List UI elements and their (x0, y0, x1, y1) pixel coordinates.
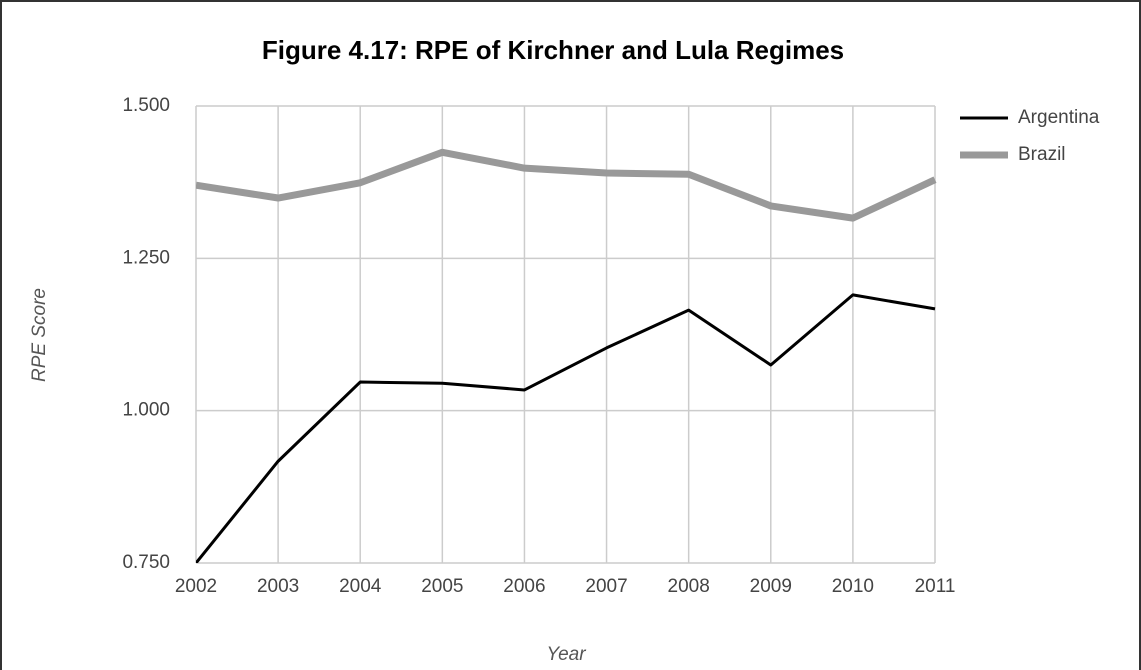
series-line (196, 293, 936, 563)
x-tick-label: 2011 (915, 576, 956, 597)
x-tick-label: 2005 (421, 576, 463, 597)
series-line (196, 148, 937, 222)
y-tick-label: 1.000 (122, 400, 170, 421)
x-tick-label: 2002 (175, 576, 217, 597)
x-tick-label: 2008 (668, 576, 710, 597)
y-axis-title: RPE Score (29, 288, 50, 382)
y-tick-label: 1.250 (122, 247, 170, 268)
legend-label: Brazil (1018, 144, 1066, 165)
x-axis-title: Year (546, 644, 586, 665)
x-tick-label: 2003 (257, 576, 299, 597)
x-tick-label: 2007 (585, 576, 627, 597)
x-tick-label: 2004 (339, 576, 382, 597)
x-tick-label: 2006 (503, 576, 545, 597)
chart-title: Figure 4.17: RPE of Kirchner and Lula Re… (262, 35, 844, 65)
y-tick-label: 0.750 (122, 552, 170, 573)
legend-label: Argentina (1018, 107, 1100, 128)
x-tick-label: 2010 (832, 576, 874, 597)
y-tick-label: 1.500 (122, 95, 170, 116)
x-tick-label: 2009 (750, 576, 792, 597)
